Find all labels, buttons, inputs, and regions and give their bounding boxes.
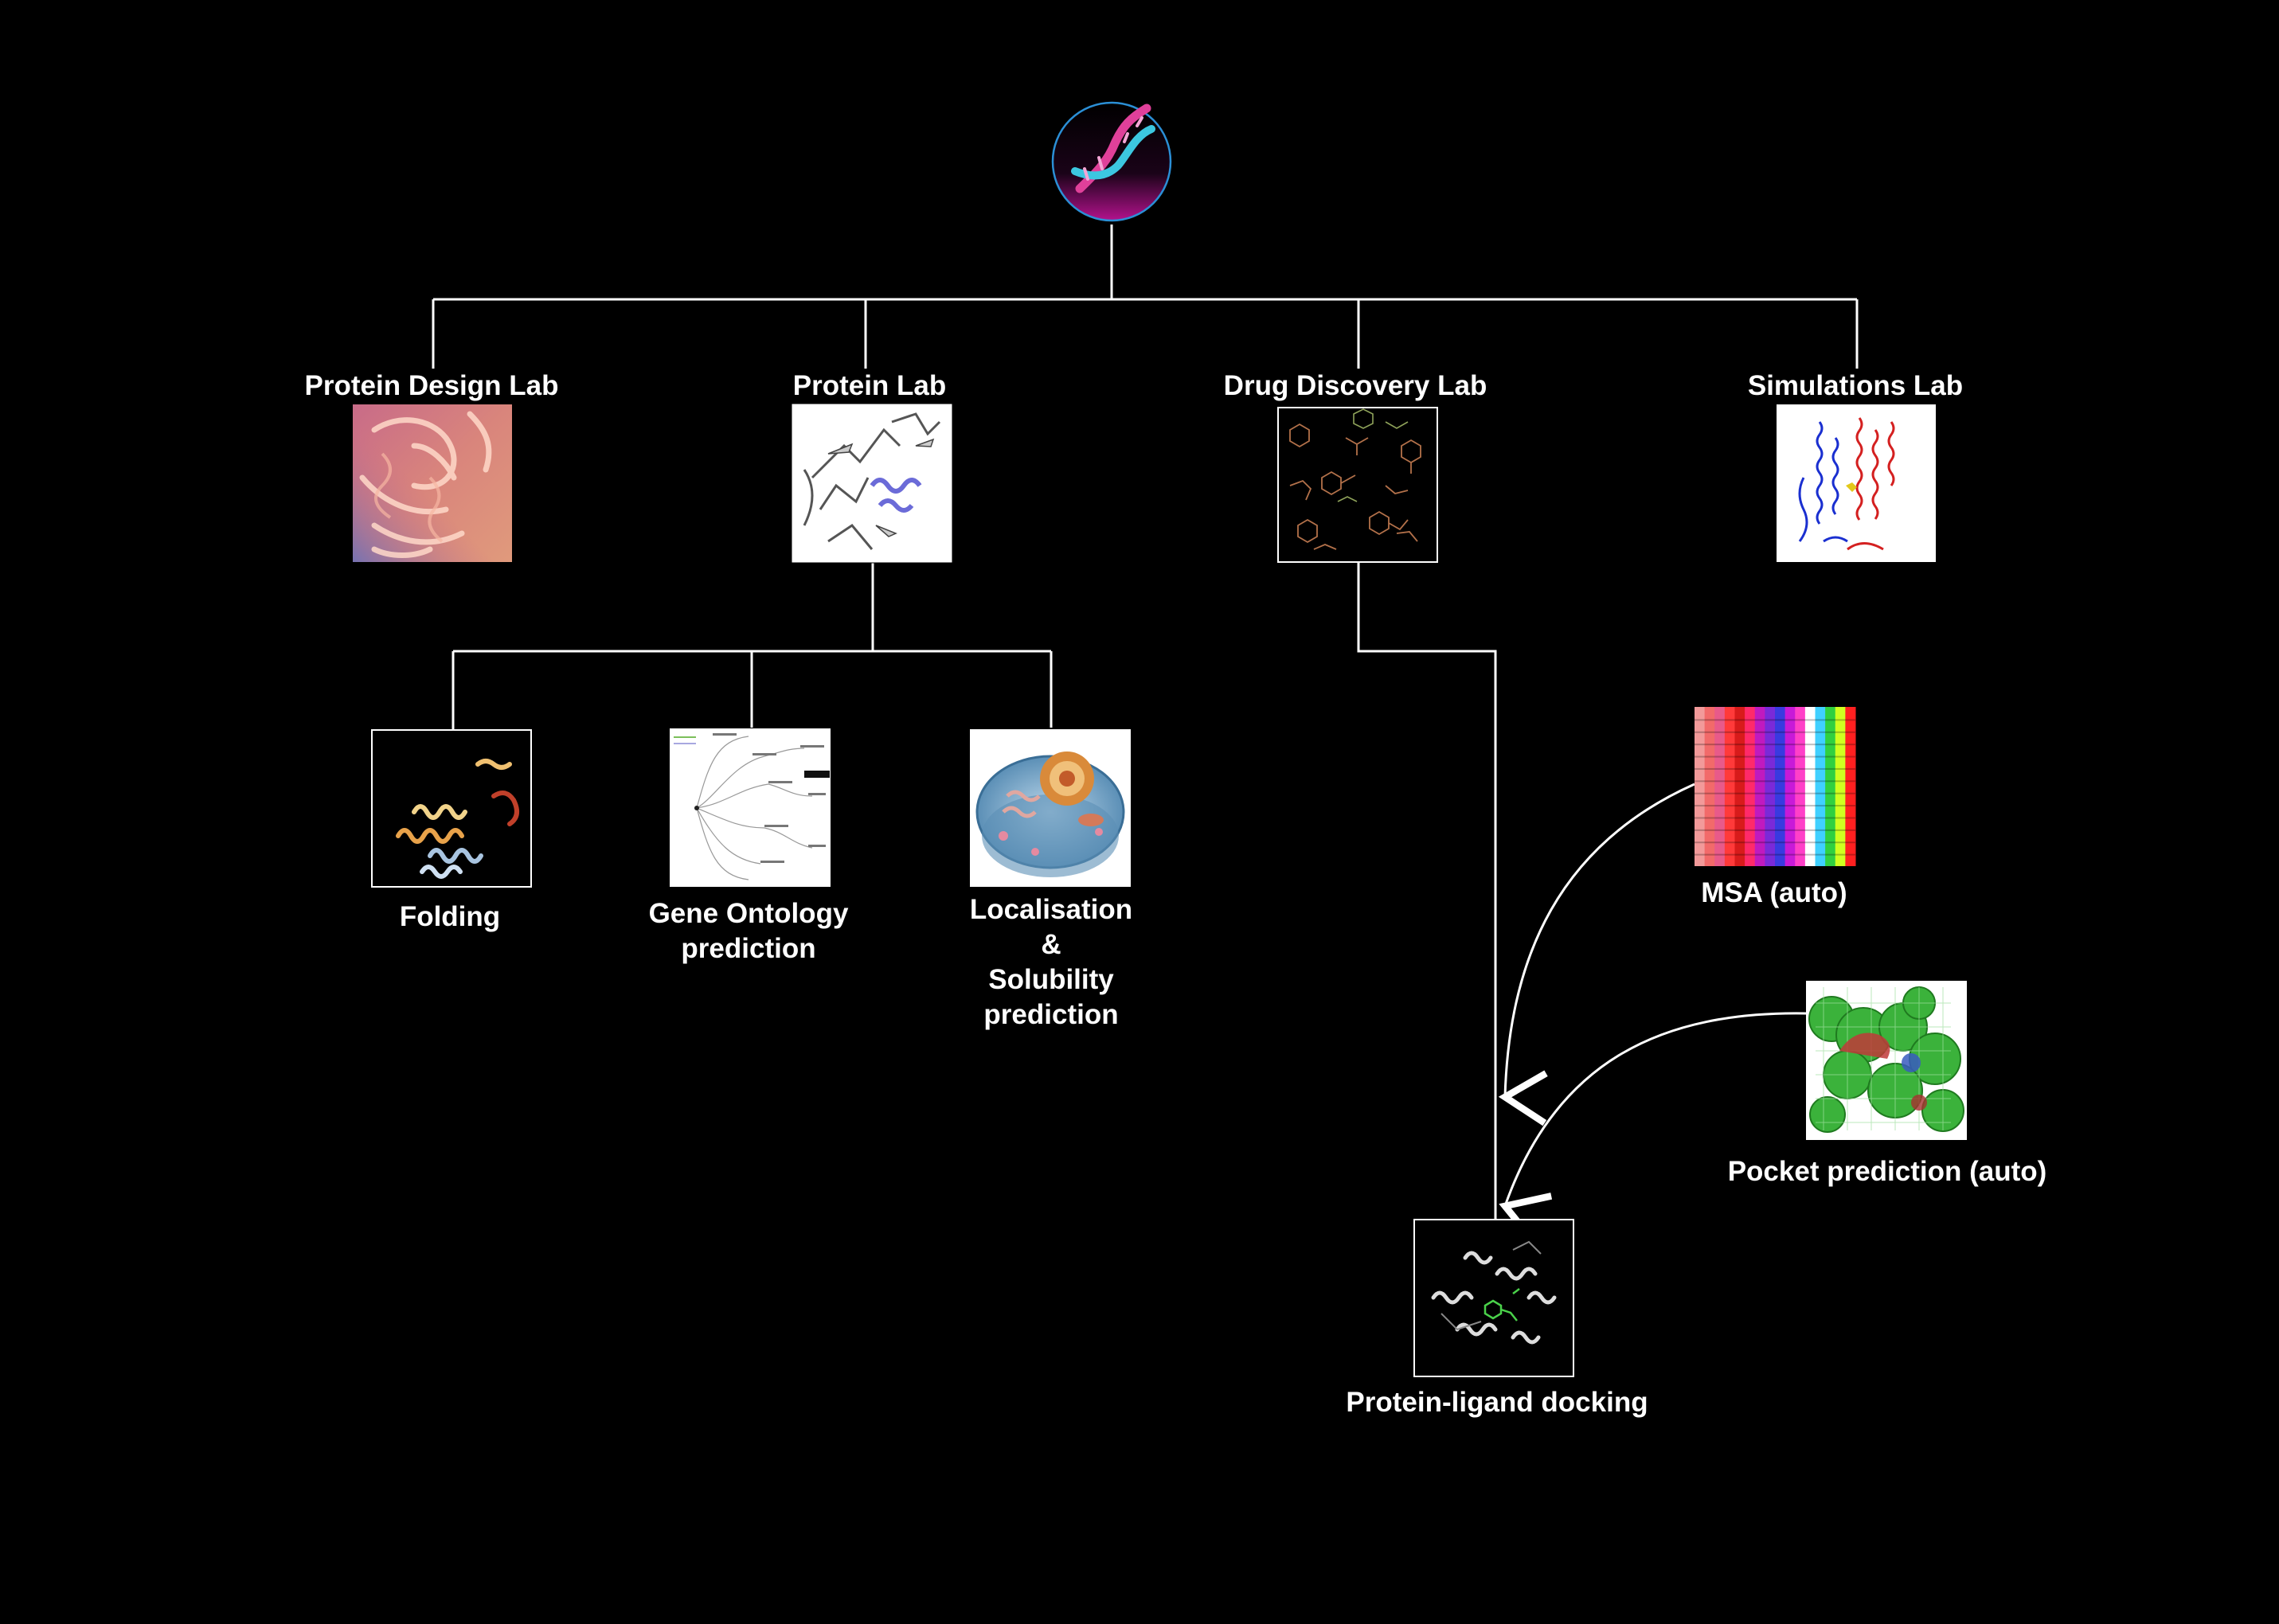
protein-lab-image xyxy=(791,403,953,564)
msa-column xyxy=(1745,707,1756,866)
pocket-prediction-image xyxy=(1806,981,1967,1140)
msa-column xyxy=(1765,707,1776,866)
protein-design-lab-image xyxy=(353,404,512,562)
msa-column xyxy=(1714,707,1726,866)
pocket-arrow xyxy=(1499,1012,1807,1245)
gene-ontology-image xyxy=(670,728,831,887)
msa-row-line xyxy=(1695,719,1855,721)
localisation-label-line-1: Localisation xyxy=(969,894,1133,925)
folding-label[interactable]: Folding xyxy=(399,901,501,932)
docking-label[interactable]: Protein-ligand docking xyxy=(1346,1387,1648,1418)
msa-column xyxy=(1775,707,1786,866)
msa-row-line xyxy=(1695,744,1855,746)
msa-row-line xyxy=(1695,805,1855,807)
msa-column xyxy=(1704,707,1715,866)
msa-column xyxy=(1795,707,1806,866)
folding-image xyxy=(371,729,532,888)
msa-label[interactable]: MSA (auto) xyxy=(1701,877,1847,908)
msa-row-line xyxy=(1695,853,1855,856)
pocket-prediction-label[interactable]: Pocket prediction (auto) xyxy=(1727,1156,2047,1187)
msa-row-line xyxy=(1695,755,1855,758)
msa-image xyxy=(1695,707,1856,866)
auto-arrows xyxy=(1498,783,1807,1245)
msa-row-line xyxy=(1695,731,1855,733)
tree-connectors xyxy=(432,224,1859,1220)
root-node xyxy=(1051,101,1172,222)
localisation-label[interactable]: Localisation & Solubility prediction xyxy=(908,892,1194,1033)
msa-column xyxy=(1695,707,1706,866)
localisation-label-line-4: prediction xyxy=(983,999,1119,1030)
msa-arrow xyxy=(1498,783,1695,1126)
protein-lab-label[interactable]: Protein Lab xyxy=(792,370,947,401)
gene-ontology-label-line-1: Gene Ontology xyxy=(648,898,849,929)
msa-column xyxy=(1835,707,1846,866)
msa-column xyxy=(1784,707,1796,866)
gene-ontology-label[interactable]: Gene Ontology prediction xyxy=(605,896,892,966)
docking-image xyxy=(1413,1219,1574,1377)
msa-row-line xyxy=(1695,829,1855,831)
drug-discovery-lab-image xyxy=(1277,407,1438,563)
msa-column xyxy=(1804,707,1816,866)
simulations-lab-image xyxy=(1777,404,1936,562)
dna-helix-icon xyxy=(1071,103,1155,193)
localisation-label-line-3: Solubility xyxy=(988,964,1114,995)
localisation-label-line-2: & xyxy=(1041,929,1061,960)
msa-row-line xyxy=(1695,780,1855,783)
msa-row-line xyxy=(1695,817,1855,819)
drug-to-docking xyxy=(1357,562,1497,1220)
msa-column xyxy=(1845,707,1856,866)
localisation-image xyxy=(970,729,1131,887)
msa-row-line xyxy=(1695,841,1855,844)
protein-design-lab-label[interactable]: Protein Design Lab xyxy=(304,370,559,401)
msa-column xyxy=(1815,707,1826,866)
msa-column xyxy=(1825,707,1836,866)
msa-row-line xyxy=(1695,792,1855,794)
msa-column xyxy=(1754,707,1765,866)
drug-discovery-lab-label[interactable]: Drug Discovery Lab xyxy=(1223,370,1487,401)
msa-column xyxy=(1734,707,1745,866)
msa-row-line xyxy=(1695,767,1855,770)
simulations-lab-label[interactable]: Simulations Lab xyxy=(1747,370,1964,401)
msa-column xyxy=(1724,707,1735,866)
gene-ontology-label-line-2: prediction xyxy=(681,933,816,964)
